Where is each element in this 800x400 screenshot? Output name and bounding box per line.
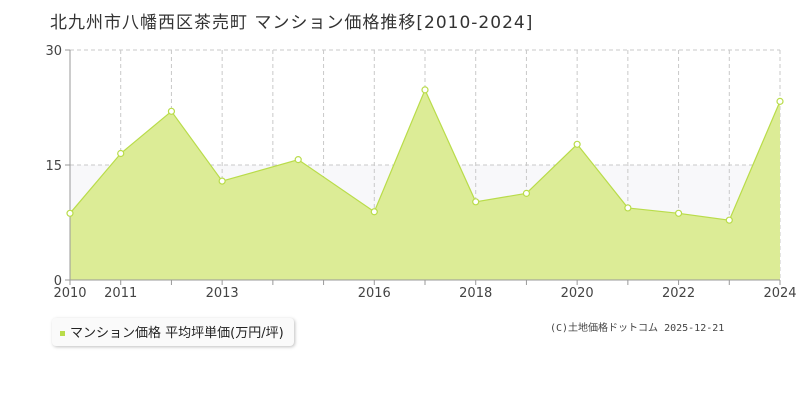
data-point: [472, 198, 480, 206]
y-tick-label: 30: [45, 44, 62, 59]
data-point: [218, 177, 226, 185]
legend-swatch: [60, 331, 65, 336]
data-point: [167, 107, 176, 115]
data-point: [573, 140, 581, 148]
x-tick-label: 2011: [104, 286, 137, 301]
price-chart: 0 15 30 2010 2011 2013 2016 2018 2020 2022 2024: [45, 44, 796, 301]
point-layer: [66, 86, 784, 224]
data-point: [522, 189, 531, 197]
legend: マンション価格 平均坪単価(万円/坪): [52, 318, 294, 346]
y-tick-label: 15: [45, 159, 62, 174]
chart-title: 北九州市八幡西区茶売町 マンション価格推移[2010-2024]: [50, 13, 534, 33]
y-tick-label: 0: [54, 274, 62, 289]
area-layer: [69, 88, 781, 280]
data-point: [66, 209, 74, 217]
axis-layer: 0 15 30 2010 2011 2013 2016 2018 2020 2022 2024: [45, 44, 796, 301]
data-point: [674, 209, 683, 217]
data-point: [294, 156, 302, 164]
data-point: [624, 204, 632, 212]
x-tick-label: 2020: [561, 286, 594, 301]
series-line: [69, 88, 781, 221]
x-tick-label: 2010: [53, 286, 86, 301]
data-point: [370, 208, 378, 216]
x-tick-label: 2016: [358, 286, 391, 301]
credit-text: (C)土地価格ドットコム 2025-12-21: [550, 323, 725, 334]
data-point: [421, 86, 429, 94]
data-point: [776, 97, 784, 105]
x-tick-label: 2013: [206, 286, 239, 301]
data-point: [725, 216, 733, 224]
series-area: [70, 89, 780, 280]
data-point: [117, 149, 125, 158]
x-tick-label: 2024: [763, 286, 796, 301]
x-tick-label: 2022: [662, 286, 695, 301]
legend-label: マンション価格 平均坪単価(万円/坪): [70, 326, 284, 341]
x-tick-label: 2018: [459, 286, 492, 301]
